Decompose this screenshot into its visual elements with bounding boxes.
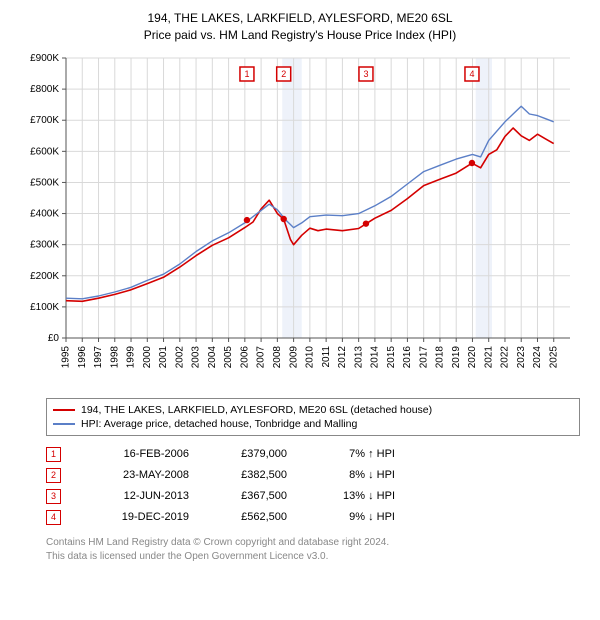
svg-text:£600K: £600K [30, 146, 59, 157]
svg-text:2017: 2017 [418, 345, 429, 368]
svg-text:2010: 2010 [305, 345, 316, 368]
footer-line-1: Contains HM Land Registry data © Crown c… [46, 536, 580, 550]
sale-row: 2 23-MAY-2008 £382,500 8% ↓ HPI [46, 465, 580, 486]
svg-text:£100K: £100K [30, 301, 59, 312]
legend: 194, THE LAKES, LARKFIELD, AYLESFORD, ME… [46, 398, 580, 436]
sale-hpi: 7% ↑ HPI [305, 448, 395, 460]
svg-text:2012: 2012 [337, 345, 348, 368]
svg-text:2011: 2011 [321, 345, 332, 367]
svg-text:1995: 1995 [61, 345, 72, 368]
chart-address: 194, THE LAKES, LARKFIELD, AYLESFORD, ME… [10, 10, 590, 27]
svg-text:2008: 2008 [272, 345, 283, 368]
svg-text:2025: 2025 [548, 345, 559, 368]
svg-text:£0: £0 [48, 333, 60, 344]
legend-label: HPI: Average price, detached house, Tonb… [81, 418, 357, 430]
sale-hpi: 9% ↓ HPI [305, 511, 395, 523]
svg-text:2014: 2014 [370, 345, 381, 368]
svg-text:2023: 2023 [516, 345, 527, 368]
sale-price: £562,500 [207, 511, 287, 523]
svg-text:2005: 2005 [223, 345, 234, 368]
sale-marker-icon: 2 [46, 468, 61, 483]
sales-table: 1 16-FEB-2006 £379,000 7% ↑ HPI 2 23-MAY-2008… [46, 444, 580, 528]
legend-swatch [53, 423, 75, 425]
svg-text:2004: 2004 [207, 345, 218, 368]
svg-text:1999: 1999 [126, 345, 137, 368]
legend-label: 194, THE LAKES, LARKFIELD, AYLESFORD, ME… [81, 404, 432, 416]
legend-row: HPI: Average price, detached house, Tonb… [53, 417, 573, 431]
svg-text:2001: 2001 [158, 345, 169, 368]
sale-row: 1 16-FEB-2006 £379,000 7% ↑ HPI [46, 444, 580, 465]
sale-date: 12-JUN-2013 [79, 490, 189, 502]
svg-text:2019: 2019 [451, 345, 462, 368]
sale-marker-icon: 4 [46, 510, 61, 525]
svg-text:2015: 2015 [386, 345, 397, 368]
svg-text:2021: 2021 [483, 345, 494, 368]
svg-text:£400K: £400K [30, 208, 59, 219]
svg-text:1: 1 [244, 69, 249, 79]
svg-text:£700K: £700K [30, 115, 59, 126]
sale-hpi: 13% ↓ HPI [305, 490, 395, 502]
svg-text:£300K: £300K [30, 239, 59, 250]
sale-marker-icon: 3 [46, 489, 61, 504]
sale-row: 3 12-JUN-2013 £367,500 13% ↓ HPI [46, 486, 580, 507]
svg-text:2024: 2024 [532, 345, 543, 368]
svg-text:2016: 2016 [402, 345, 413, 368]
footer-line-2: This data is licensed under the Open Gov… [46, 550, 580, 564]
sale-date: 16-FEB-2006 [79, 448, 189, 460]
sale-marker-icon: 1 [46, 447, 61, 462]
sale-hpi: 8% ↓ HPI [305, 469, 395, 481]
svg-text:£800K: £800K [30, 84, 59, 95]
svg-text:2: 2 [281, 69, 286, 79]
svg-text:4: 4 [469, 69, 474, 79]
footer-attribution: Contains HM Land Registry data © Crown c… [46, 536, 580, 564]
svg-text:3: 3 [363, 69, 368, 79]
svg-text:2003: 2003 [191, 345, 202, 368]
sale-price: £367,500 [207, 490, 287, 502]
svg-text:2007: 2007 [256, 345, 267, 368]
svg-text:2022: 2022 [500, 345, 511, 368]
svg-text:1998: 1998 [109, 345, 120, 368]
svg-text:1997: 1997 [93, 345, 104, 368]
svg-text:2002: 2002 [174, 345, 185, 368]
sale-row: 4 19-DEC-2019 £562,500 9% ↓ HPI [46, 507, 580, 528]
svg-text:2000: 2000 [142, 345, 153, 368]
svg-text:£500K: £500K [30, 177, 59, 188]
chart-subtitle: Price paid vs. HM Land Registry's House … [10, 27, 590, 44]
legend-swatch [53, 409, 75, 411]
sale-price: £379,000 [207, 448, 287, 460]
sale-date: 23-MAY-2008 [79, 469, 189, 481]
svg-text:2018: 2018 [435, 345, 446, 368]
svg-text:2009: 2009 [288, 345, 299, 368]
svg-text:1996: 1996 [77, 345, 88, 368]
sale-price: £382,500 [207, 469, 287, 481]
legend-row: 194, THE LAKES, LARKFIELD, AYLESFORD, ME… [53, 403, 573, 417]
svg-text:2020: 2020 [467, 345, 478, 368]
svg-text:£900K: £900K [30, 53, 59, 64]
svg-text:2006: 2006 [239, 345, 250, 368]
sale-date: 19-DEC-2019 [79, 511, 189, 523]
chart-header: 194, THE LAKES, LARKFIELD, AYLESFORD, ME… [10, 10, 590, 44]
price-chart: £0 £100K £200K £300K £400K £500K £600K £700K £80… [20, 50, 580, 390]
svg-text:2013: 2013 [353, 345, 364, 368]
svg-text:£200K: £200K [30, 270, 59, 281]
